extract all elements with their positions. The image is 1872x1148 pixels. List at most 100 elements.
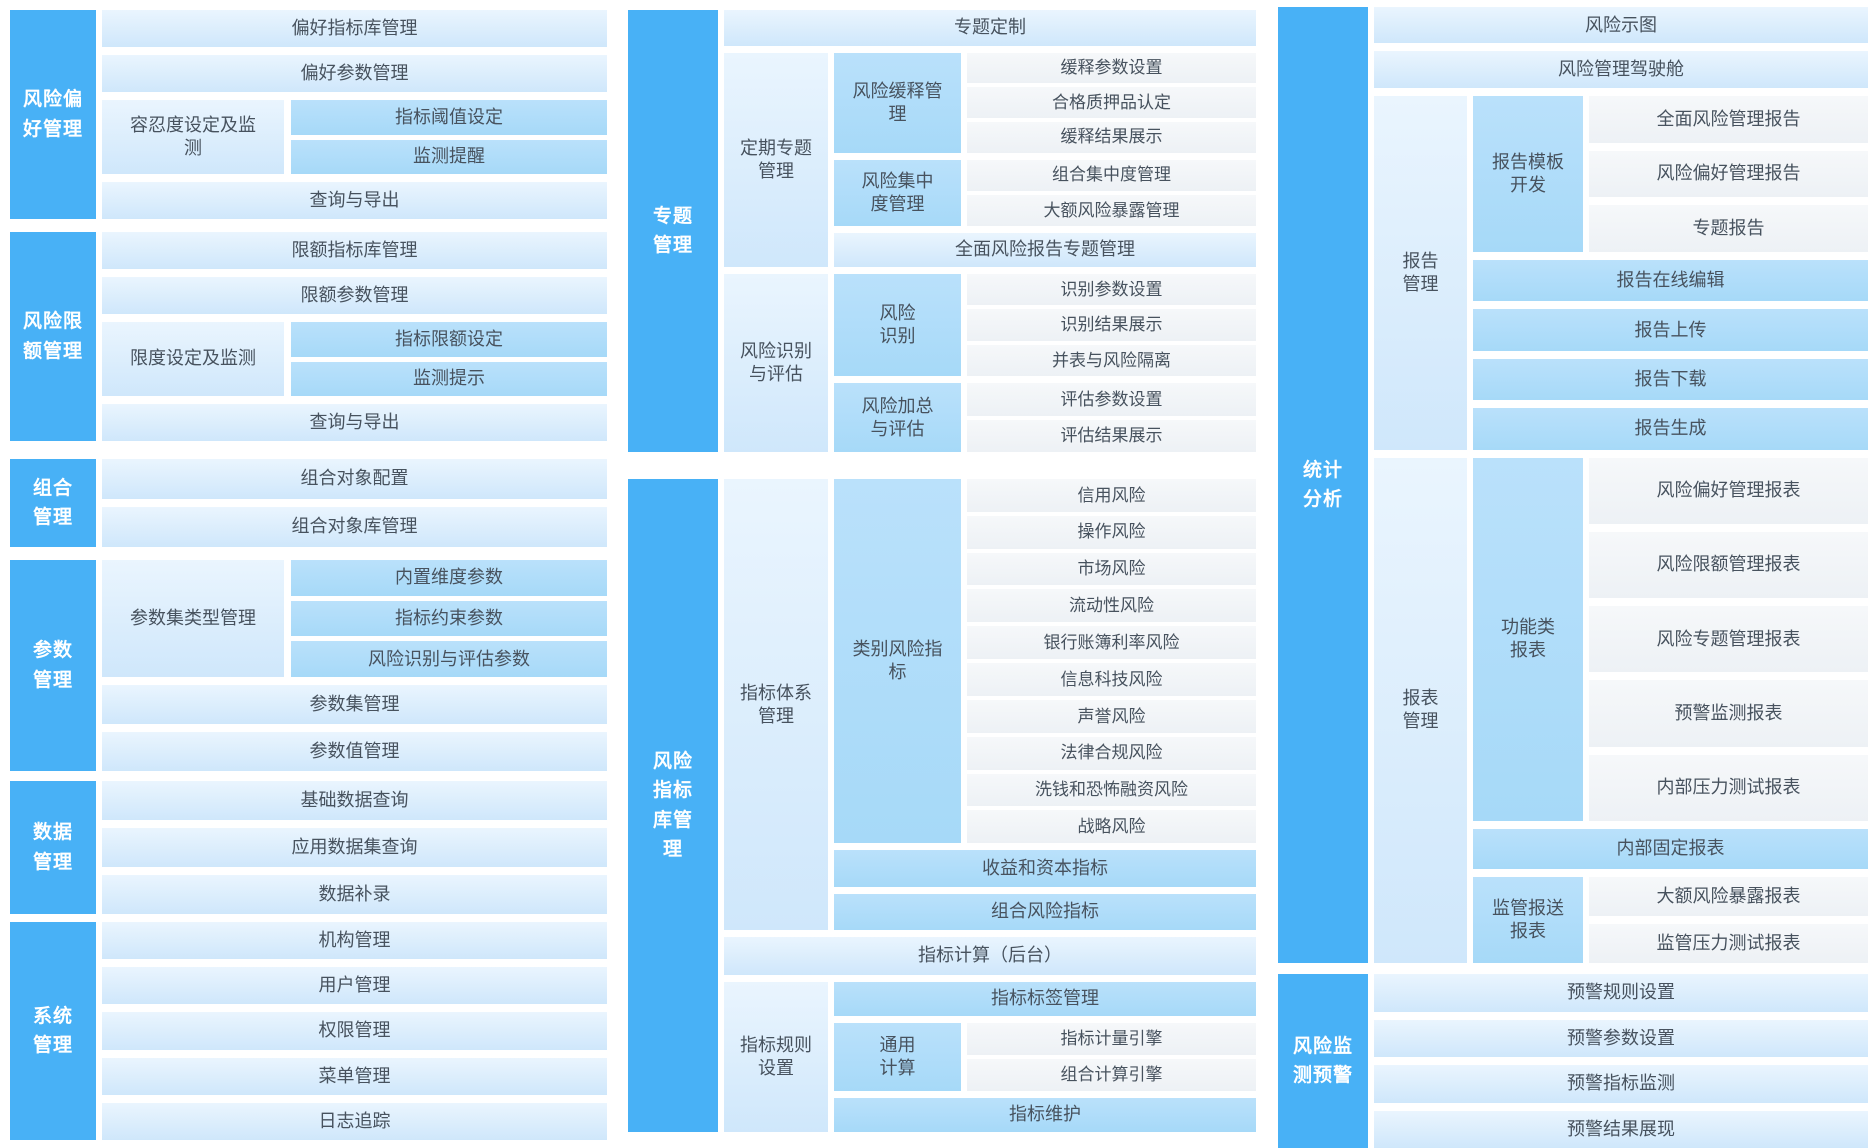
- diagram-group: 风险 识别 识别参数设置 识别结果展示 并表与风险隔离: [834, 273, 1256, 377]
- group-label-cell: 限度设定及监测: [102, 322, 284, 396]
- group-label-cell: 风险识别 与评估: [724, 273, 828, 452]
- diagram-node: 用户管理: [102, 967, 607, 1005]
- section-content: 机构管理 用户管理 权限管理 菜单管理 日志追踪: [102, 922, 607, 1141]
- section-content: 组合对象配置 组合对象库管理: [102, 459, 607, 547]
- diagram-group: 定期专题 管理 风险缓释管 理缓释参数设置 合格质押品认定 缓释结果展示 风险集中 度管…: [724, 52, 1256, 267]
- diagram-node: 缓释结果展示: [967, 122, 1256, 153]
- diagram-node: 报告生成: [1473, 408, 1868, 450]
- diagram-node: 预警指标监测: [1374, 1065, 1868, 1103]
- diagram-node: 偏好指标库管理: [102, 10, 607, 47]
- diagram-node: 识别结果展示: [967, 309, 1256, 341]
- diagram-node: 数据补录: [102, 875, 607, 914]
- diagram-node: 专题定制: [724, 10, 1256, 46]
- group-children: 指标阈值设定 监测提醒: [291, 100, 607, 174]
- group-children: 全面风险管理报告 风险偏好管理报告 专题报告: [1589, 95, 1868, 253]
- group-label-cell: 指标体系 管理: [724, 479, 828, 931]
- diagram-node: 风险示图: [1374, 7, 1868, 44]
- diagram-node: 指标阈值设定: [291, 100, 607, 135]
- diagram-node: 大额风险暴露管理: [967, 195, 1256, 227]
- diagram-node: 预警监测报表: [1589, 680, 1868, 747]
- diagram-node: 洗钱和恐怖融资风险: [967, 773, 1256, 807]
- diagram-node: 监测提醒: [291, 139, 607, 174]
- group-label-cell: 风险缓释管 理: [834, 52, 961, 153]
- diagram-node: 组合对象配置: [102, 459, 607, 499]
- group-label-cell: 风险集中 度管理: [834, 159, 961, 227]
- section-data: 数据 管理 基础数据查询 应用数据集查询 数据补录: [10, 781, 607, 914]
- section-topic: 专题 管理 专题定制 定期专题 管理 风险缓释管 理缓释参数设置 合格质押品认定 缓释结果…: [628, 10, 1256, 452]
- diagram-node: 偏好参数管理: [102, 55, 607, 92]
- diagram-node: 预警参数设置: [1374, 1019, 1868, 1057]
- group-children: 指标计量引擎 组合计算引擎: [967, 1022, 1256, 1091]
- diagram-node: 限额参数管理: [102, 277, 607, 314]
- diagram-node: 内部固定报表: [1473, 829, 1868, 869]
- diagram-node: 组合计算引擎: [967, 1058, 1256, 1091]
- diagram-node: 合格质押品认定: [967, 87, 1256, 119]
- diagram-node: 大额风险暴露报表: [1589, 877, 1868, 917]
- diagram-node: 参数值管理: [102, 732, 607, 771]
- diagram-node: 报告在线编辑: [1473, 260, 1868, 302]
- diagram-node: 收益和资本指标: [834, 850, 1256, 887]
- diagram-node: 银行账簿利率风险: [967, 626, 1256, 660]
- diagram-node: 风险管理驾驶舱: [1374, 51, 1868, 88]
- diagram-node: 评估参数设置: [967, 383, 1256, 416]
- diagram-node: 查询与导出: [102, 182, 607, 219]
- group-label-cell: 指标规则 设置: [724, 981, 828, 1133]
- diagram-node: 风险偏好管理报表: [1589, 457, 1868, 524]
- diagram-node: 指标标签管理: [834, 981, 1256, 1016]
- section-content: 限额指标库管理 限额参数管理 限度设定及监测 指标限额设定 监测提示 查询与导出: [102, 232, 607, 441]
- group-report-mgmt: 报告 管理 报告模板 开发 全面风险管理报告 风险偏好管理报告 专题报告 报告在线编辑 报告…: [1374, 95, 1868, 450]
- diagram-node: 风险偏好管理报告: [1589, 150, 1868, 198]
- section-content: 基础数据查询 应用数据集查询 数据补录: [102, 781, 607, 914]
- section-statistics: 统计 分析 风险示图 风险管理驾驶舱 报告 管理 报告模板 开发 全面风险管理报告 风险偏好…: [1278, 7, 1868, 964]
- diagram-node: 参数集管理: [102, 685, 607, 724]
- diagram-node: 操作风险: [967, 515, 1256, 549]
- diagram-group: 通用 计算 指标计量引擎 组合计算引擎: [834, 1022, 1256, 1091]
- diagram-node: 监管压力测试报表: [1589, 924, 1868, 964]
- diagram-group: 类别风险指 标信用风险 操作风险 市场风险 流动性风险 银行账簿利率风险 信息科技风险 声誉…: [834, 479, 1256, 844]
- diagram-node: 限额指标库管理: [102, 232, 607, 269]
- column-left: 风险偏 好管理 偏好指标库管理 偏好参数管理 容忍度设定及监 测指标阈值设定 监测提醒查…: [10, 10, 607, 1141]
- diagram-group: 风险缓释管 理缓释参数设置 合格质押品认定 缓释结果展示: [834, 52, 1256, 153]
- group-label-cell: 风险加总 与评估: [834, 383, 961, 452]
- section-parameter: 参数 管理 参数集类型管理 内置维度参数 指标约束参数 风险识别与评估参数 参数集管理 参数…: [10, 560, 607, 771]
- group-children: 风险缓释管 理缓释参数设置 合格质押品认定 缓释结果展示 风险集中 度管理 组合集中度管…: [834, 52, 1256, 267]
- column-right: 统计 分析 风险示图 风险管理驾驶舱 报告 管理 报告模板 开发 全面风险管理报告 风险偏好…: [1278, 7, 1868, 1148]
- diagram-node: 全面风险报告专题管理: [834, 233, 1256, 267]
- group-children: 评估参数设置 评估结果展示: [967, 383, 1256, 452]
- section-content: 偏好指标库管理 偏好参数管理 容忍度设定及监 测指标阈值设定 监测提醒 查询与导出: [102, 10, 607, 219]
- group-label-cell: 参数集类型管理: [102, 560, 284, 677]
- group-children: 指标标签管理通用 计算 指标计量引擎 组合计算引擎指标维护: [834, 981, 1256, 1133]
- diagram-node: 声誉风险: [967, 699, 1256, 733]
- group-children: 大额风险暴露报表 监管压力测试报表: [1589, 877, 1868, 964]
- group-children: 缓释参数设置 合格质押品认定 缓释结果展示: [967, 52, 1256, 153]
- section-label: 风险监 测预警: [1278, 974, 1368, 1148]
- section-content: 专题定制定期专题 管理 风险缓释管 理缓释参数设置 合格质押品认定 缓释结果展示 风险集…: [724, 10, 1256, 452]
- section-label: 系统 管理: [10, 922, 96, 1140]
- section-risk-limit: 风险限 额管理 限额指标库管理 限额参数管理 限度设定及监测 指标限额设定 监测提示 查询与…: [10, 232, 607, 441]
- diagram-node: 全面风险管理报告: [1589, 95, 1868, 143]
- section-label: 风险偏 好管理: [10, 10, 96, 219]
- diagram-node: 指标维护: [834, 1097, 1256, 1133]
- diagram-node: 指标计量引擎: [967, 1022, 1256, 1055]
- diagram-node: 监测提示: [291, 361, 607, 396]
- section-content: 指标体系 管理 类别风险指 标信用风险 操作风险 市场风险 流动性风险 银行账簿利率风险信…: [724, 479, 1256, 1133]
- group-label-cell: 报告 管理: [1374, 95, 1467, 450]
- group-label-cell: 类别风险指 标: [834, 479, 961, 844]
- diagram-node: 风险专题管理报表: [1589, 606, 1868, 673]
- diagram-node: 法律合规风险: [967, 736, 1256, 770]
- diagram-node: 报告上传: [1473, 309, 1868, 351]
- diagram-group: 限度设定及监测 指标限额设定 监测提示: [102, 322, 607, 396]
- section-portfolio: 组合 管理 组合对象配置 组合对象库管理: [10, 459, 607, 547]
- group-sheet-mgmt: 报表 管理 功能类 报表 风险偏好管理报表 风险限额管理报表 风险专题管理报表 预警监测报…: [1374, 457, 1868, 964]
- diagram-node: 风险识别与评估参数: [291, 641, 607, 678]
- diagram-group: 参数集类型管理 内置维度参数 指标约束参数 风险识别与评估参数: [102, 560, 607, 678]
- group-children: 识别参数设置 识别结果展示 并表与风险隔离: [967, 273, 1256, 377]
- diagram-node: 指标限额设定: [291, 322, 607, 357]
- diagram-node: 识别参数设置: [967, 273, 1256, 306]
- diagram-node: 菜单管理: [102, 1057, 607, 1095]
- diagram-node: 组合集中度管理: [967, 159, 1256, 192]
- section-monitor-warning: 风险监 测预警 预警规则设置 预警参数设置 预警指标监测 预警结果展现: [1278, 974, 1868, 1148]
- section-label: 风险限 额管理: [10, 232, 96, 441]
- section-label: 参数 管理: [10, 560, 96, 771]
- diagram-group: 风险识别 与评估 风险 识别 识别参数设置 识别结果展示 并表与风险隔离 风险加总 与评估…: [724, 273, 1256, 452]
